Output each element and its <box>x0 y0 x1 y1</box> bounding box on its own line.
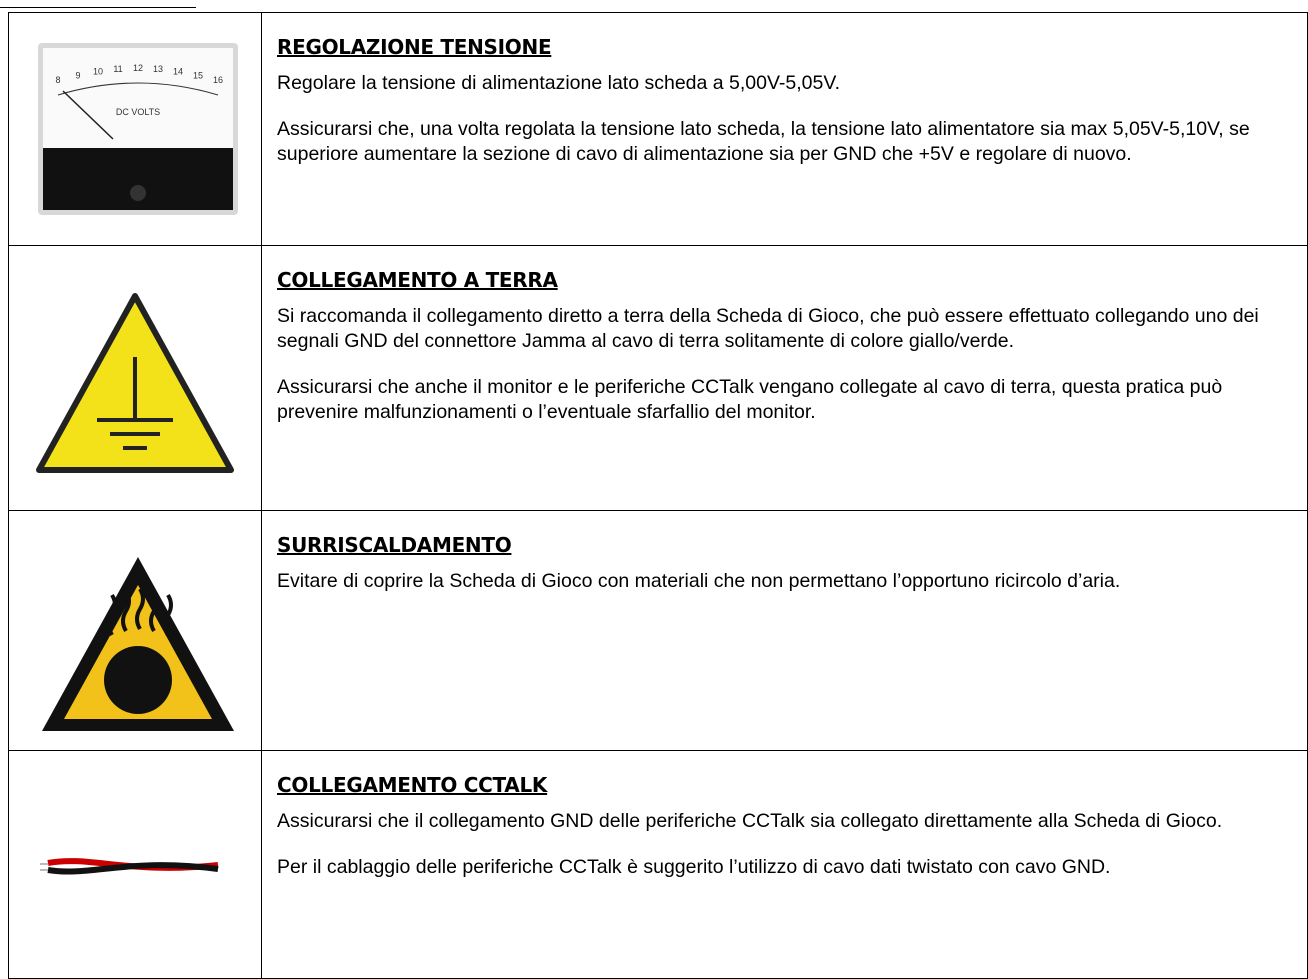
gauge-scale-label: 12 <box>133 63 143 73</box>
paragraph: Si raccomanda il collegamento diretto a … <box>277 305 1259 352</box>
section-title: COLLEGAMENTO CCTALK <box>277 773 548 797</box>
row: COLLEGAMENTO CCTALK Assicurarsi che il co… <box>8 750 1308 979</box>
gauge-scale-label: 10 <box>93 67 103 77</box>
section-title: SURRISCALDAMENTO <box>277 533 512 557</box>
row: 8 9 10 11 12 13 14 15 16 DC VOLTS REGOLAZIONE TE… <box>8 12 1308 246</box>
safety-table: 8 9 10 11 12 13 14 15 16 DC VOLTS REGOLAZIONE TE… <box>8 12 1308 979</box>
gauge-scale-label: 8 <box>55 75 60 85</box>
gauge-scale-label: 16 <box>213 75 223 85</box>
gauge-scale-label: 13 <box>153 64 163 74</box>
section-title: COLLEGAMENTO A TERRA <box>277 268 558 292</box>
paragraph: Assicurarsi che il collegamento GND dell… <box>277 810 1223 832</box>
voltmeter-icon: 8 9 10 11 12 13 14 15 16 DC VOLTS <box>38 43 238 215</box>
paragraph: Per il cablaggio delle periferiche CCTal… <box>277 856 1111 878</box>
rule <box>0 7 196 8</box>
text-cell: COLLEGAMENTO A TERRA Si raccomanda il col… <box>261 245 1308 511</box>
text-cell: SURRISCALDAMENTO Evitare di coprire la Sc… <box>261 510 1308 751</box>
row: SURRISCALDAMENTO Evitare di coprire la Sc… <box>8 510 1308 751</box>
paragraph: Assicurarsi che, una volta regolata la t… <box>277 118 1250 165</box>
gauge-scale-label: 11 <box>113 64 122 74</box>
image-cell: 8 9 10 11 12 13 14 15 16 DC VOLTS <box>8 12 262 246</box>
section-title: REGOLAZIONE TENSIONE <box>277 35 552 59</box>
row: COLLEGAMENTO A TERRA Si raccomanda il col… <box>8 245 1308 511</box>
text-cell: COLLEGAMENTO CCTALK Assicurarsi che il co… <box>261 750 1308 979</box>
heat-warning-icon <box>42 557 234 731</box>
paragraph: Assicurarsi che anche il monitor e le pe… <box>277 376 1223 423</box>
image-cell <box>8 245 262 511</box>
image-cell <box>8 750 262 979</box>
gauge-scale-label: 15 <box>193 70 203 80</box>
image-cell <box>8 510 262 751</box>
paragraph: Evitare di coprire la Scheda di Gioco co… <box>277 570 1121 592</box>
ground-warning-icon <box>36 293 234 473</box>
paragraph: Regolare la tensione di alimentazione la… <box>277 72 841 94</box>
gauge-scale-label: 14 <box>173 67 183 77</box>
gauge-scale-label: 9 <box>75 70 80 80</box>
text-cell: REGOLAZIONE TENSIONE Regolare la tensione… <box>261 12 1308 246</box>
cable-icon <box>40 858 219 875</box>
gauge-label: DC VOLTS <box>116 107 160 117</box>
